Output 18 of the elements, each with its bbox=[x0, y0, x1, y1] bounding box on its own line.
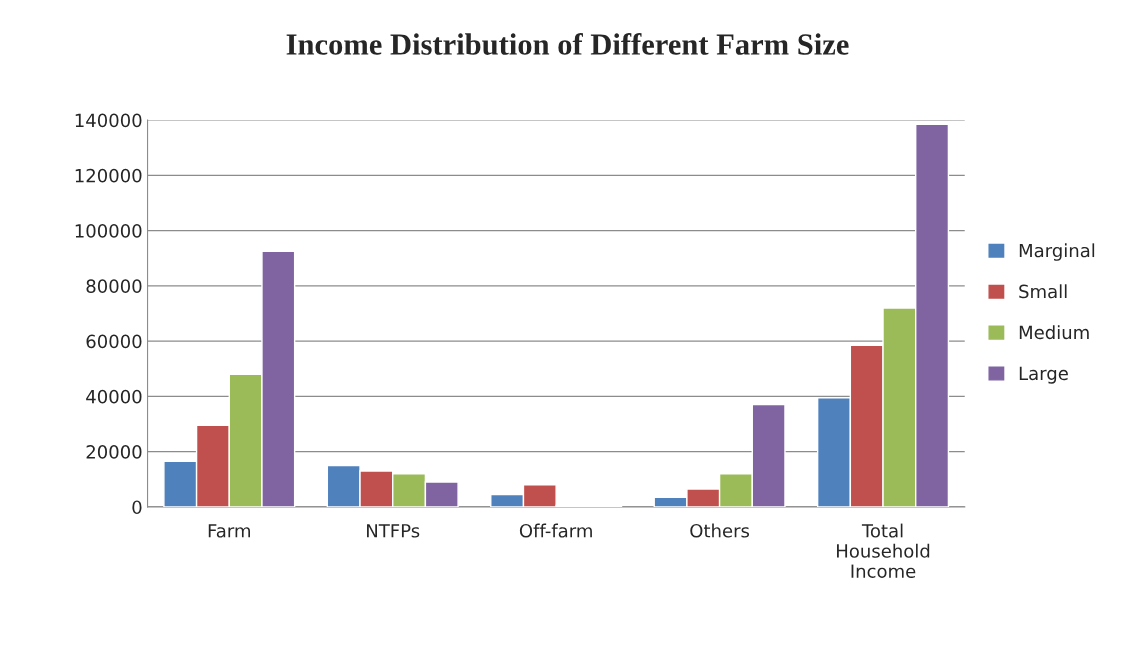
legend-label: Medium bbox=[1019, 325, 1089, 340]
x-tick-label: Farm bbox=[208, 524, 250, 538]
y-tick-label: 60000 bbox=[86, 334, 142, 349]
x-tick-label: Off-farm bbox=[519, 523, 592, 538]
y-tick-label: 0 bbox=[132, 500, 142, 515]
x-tick-label: NTFPs bbox=[367, 524, 420, 538]
y-tick-label: 140000 bbox=[75, 113, 142, 128]
y-tick-label: 120000 bbox=[75, 168, 142, 183]
x-tick-label: Others bbox=[690, 523, 750, 538]
legend-label: Small bbox=[1019, 284, 1067, 299]
y-tick-label: 40000 bbox=[86, 389, 142, 404]
y-tick-label: 100000 bbox=[75, 224, 142, 238]
x-tick-label: Total Household Income bbox=[837, 523, 930, 578]
legend-label: Large bbox=[1019, 366, 1068, 384]
y-tick-label: 80000 bbox=[86, 279, 142, 293]
legend-label: Marginal bbox=[1019, 243, 1095, 261]
chart-title: Income Distribution of Different Farm Size bbox=[286, 33, 849, 55]
y-tick-label: 20000 bbox=[86, 445, 142, 459]
